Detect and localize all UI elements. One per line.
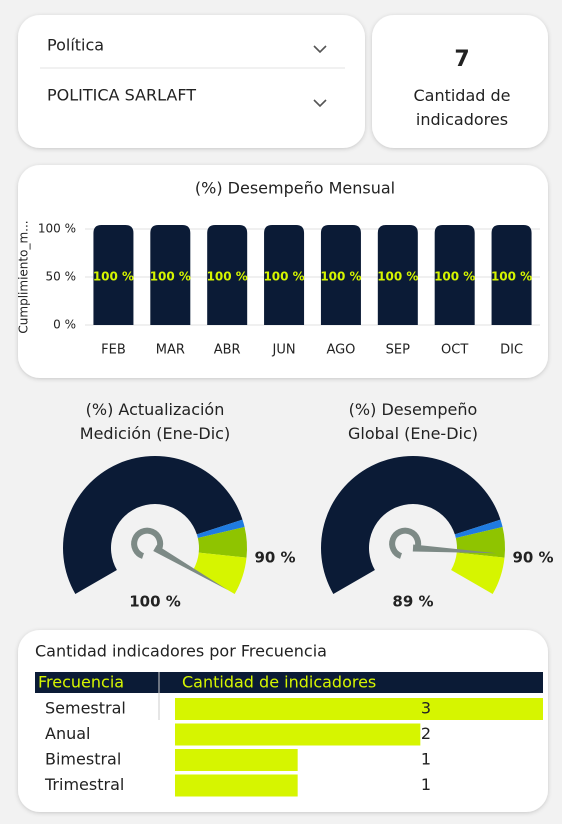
- bar: [377, 225, 418, 325]
- gauge-needle: [153, 544, 228, 590]
- gauge-band: [193, 552, 247, 594]
- bar: [491, 225, 532, 325]
- row-value: 2: [421, 724, 431, 743]
- data-label: 100 %: [434, 270, 475, 284]
- bar: [150, 225, 191, 325]
- row-label: Trimestral: [44, 775, 124, 794]
- data-label: 100 %: [93, 270, 134, 284]
- dropdown-chevron[interactable]: [313, 99, 327, 108]
- y-tick-label: 100 %: [38, 222, 76, 236]
- x-tick-label: MAR: [156, 343, 185, 358]
- slicer-label[interactable]: POLITICA SARLAFT: [47, 86, 196, 105]
- gauge-band: [321, 456, 501, 594]
- card-label: Cantidad de indicadores: [413, 86, 511, 129]
- gauge-title: (%) Actualización Medición (Ene-Dic): [79, 400, 231, 443]
- gauge-band: [451, 552, 505, 594]
- bar: [175, 749, 298, 771]
- gauge-target-label: 90 %: [254, 549, 295, 567]
- x-tick-label: JUN: [272, 343, 296, 358]
- bar: [207, 225, 248, 325]
- bar: [320, 225, 361, 325]
- x-tick-label: ABR: [214, 343, 241, 358]
- x-tick-label: FEB: [101, 343, 126, 358]
- x-tick-label: DIC: [500, 343, 523, 358]
- bar: [93, 225, 134, 325]
- gauge-value-label: 100 %: [129, 593, 181, 611]
- table-header: [35, 672, 543, 693]
- column-header: Cantidad de indicadores: [182, 673, 376, 692]
- x-tick-label: AGO: [326, 343, 355, 358]
- chart-title: (%) Desempeño Mensual: [195, 179, 395, 198]
- data-label: 100 %: [377, 270, 418, 284]
- data-label: 100 %: [320, 270, 361, 284]
- gauge-band: [455, 526, 505, 558]
- data-label: 100 %: [150, 270, 191, 284]
- row-label: Anual: [45, 724, 90, 743]
- card-panel: [372, 15, 548, 148]
- gauge-title-box: (%) Actualización Medición (Ene-Dic): [79, 400, 231, 443]
- row-label: Bimestral: [45, 750, 121, 769]
- card-label-box: Cantidad de indicadores: [413, 86, 511, 129]
- bar: [175, 698, 543, 720]
- bar: [264, 225, 305, 325]
- gauge-needle-hook: [389, 527, 422, 559]
- gauge-title-box: (%) Desempeño Global (Ene-Dic): [347, 400, 479, 443]
- y-axis-label: Cumplimiento_m...: [17, 220, 31, 333]
- gauge-title: (%) Desempeño Global (Ene-Dic): [347, 400, 479, 443]
- gauge-band: [197, 526, 247, 558]
- column-header: Frecuencia: [38, 673, 124, 692]
- bar: [175, 723, 421, 746]
- row-value: 3: [421, 699, 431, 718]
- table-title: Cantidad indicadores por Frecuencia: [35, 642, 327, 661]
- gauge-band: [62, 455, 243, 594]
- data-label: 100 %: [491, 270, 532, 284]
- gauge-needle: [412, 544, 497, 554]
- x-tick-label: SEP: [386, 343, 410, 358]
- row-label: Semestral: [45, 699, 126, 718]
- gauge-band: [454, 519, 503, 538]
- row-value: 1: [421, 775, 431, 794]
- gauge-band: [196, 519, 245, 538]
- slicer-label[interactable]: Política: [47, 36, 104, 55]
- y-tick-label: 0 %: [53, 318, 76, 332]
- gauge-needle-hook: [131, 527, 164, 559]
- bar: [434, 225, 475, 325]
- gauge-value-label: 89 %: [392, 593, 433, 611]
- card-value: 7: [454, 47, 469, 72]
- y-tick-label: 50 %: [46, 270, 77, 284]
- data-label: 100 %: [207, 270, 248, 284]
- x-tick-label: OCT: [441, 343, 468, 358]
- bar: [175, 774, 298, 797]
- row-value: 1: [421, 750, 431, 769]
- gauge-target-label: 90 %: [512, 549, 553, 567]
- dropdown-chevron[interactable]: [313, 45, 327, 54]
- slicer-panel: [18, 15, 365, 148]
- data-label: 100 %: [263, 270, 304, 284]
